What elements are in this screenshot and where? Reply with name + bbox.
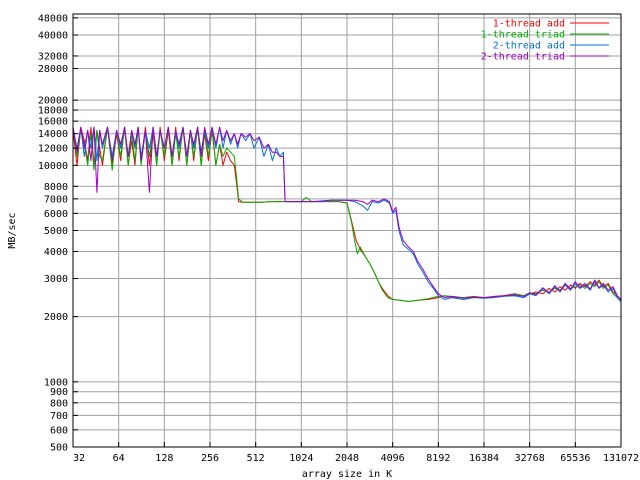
y-tick-label: 1000: [44, 377, 68, 388]
y-tick-label: 28000: [38, 64, 68, 75]
x-tick-label: 32: [73, 453, 85, 464]
y-tick-label: 48000: [38, 13, 68, 24]
y-axis-label: MB/sec: [7, 212, 18, 248]
y-tick-label: 800: [50, 398, 68, 409]
y-tick-label: 700: [50, 411, 68, 422]
grid: [72, 14, 622, 448]
x-tick-label: 64: [113, 453, 125, 464]
y-tick-label: 4000: [44, 247, 68, 258]
y-tick-label: 5000: [44, 226, 68, 237]
y-tick-label: 7000: [44, 194, 68, 205]
x-tick-label: 512: [247, 453, 265, 464]
x-tick-label: 128: [155, 453, 173, 464]
x-tick-label: 8192: [426, 453, 450, 464]
y-tick-label: 20000: [38, 96, 68, 107]
series-group: [72, 126, 622, 302]
x-tick-label: 256: [201, 453, 219, 464]
x-tick-label: 2048: [335, 453, 359, 464]
x-tick-label: 32768: [515, 453, 545, 464]
y-tick-label: 14000: [38, 129, 68, 140]
legend-label: 2-thread triad: [481, 52, 565, 63]
x-axis-label: array size in K: [302, 469, 392, 480]
legend-label: 1-thread add: [493, 19, 565, 30]
y-tick-label: 10000: [38, 161, 68, 172]
y-tick-label: 40000: [38, 30, 68, 41]
y-tick-label: 900: [50, 387, 68, 398]
series-line: [72, 126, 622, 300]
y-tick-label: 32000: [38, 51, 68, 62]
legend-label: 1-thread triad: [481, 30, 565, 41]
x-axis-ticks: 32 64 128 256 512 1024 2048 4096 8192 16384 32768 6…: [72, 442, 639, 464]
y-tick-label: 600: [50, 425, 68, 436]
y-tick-label: 6000: [44, 209, 68, 220]
x-tick-label: 16384: [469, 453, 499, 464]
x-tick-label: 1024: [289, 453, 313, 464]
y-tick-label: 2000: [44, 312, 68, 323]
legend-label: 2-thread add: [493, 41, 565, 52]
y-tick-label: 8000: [44, 182, 68, 193]
y-tick-label: 16000: [38, 117, 68, 128]
x-tick-label: 65536: [560, 453, 590, 464]
y-tick-label: 500: [50, 443, 68, 454]
y-tick-label: 12000: [38, 144, 68, 155]
y-tick-label: 18000: [38, 106, 68, 117]
y-tick-label: 3000: [44, 274, 68, 285]
x-tick-label: 131072: [603, 453, 639, 464]
x-tick-label: 4096: [381, 453, 405, 464]
